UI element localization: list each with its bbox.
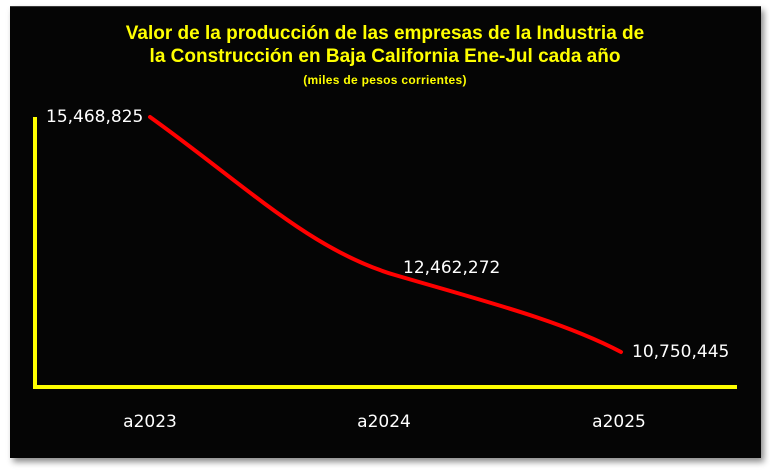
- chart-title-line-2: la Construcción en Baja California Ene-J…: [149, 46, 621, 67]
- data-label-a2023: 15,468,825: [46, 107, 144, 127]
- chart-subtitle: (miles de pesos corrientes): [303, 73, 467, 87]
- chart-title: Valor de la producción de las empresas d…: [0, 22, 770, 68]
- chart-frame: [10, 6, 761, 458]
- x-tick-a2024: a2024: [357, 412, 411, 432]
- data-label-a2024: 12,462,272: [403, 258, 501, 278]
- data-label-a2025: 10,750,445: [632, 342, 730, 362]
- chart-title-line-1: Valor de la producción de las empresas d…: [125, 23, 645, 44]
- x-tick-a2025: a2025: [592, 412, 646, 432]
- x-tick-a2023: a2023: [123, 412, 177, 432]
- series-line: [148, 115, 623, 354]
